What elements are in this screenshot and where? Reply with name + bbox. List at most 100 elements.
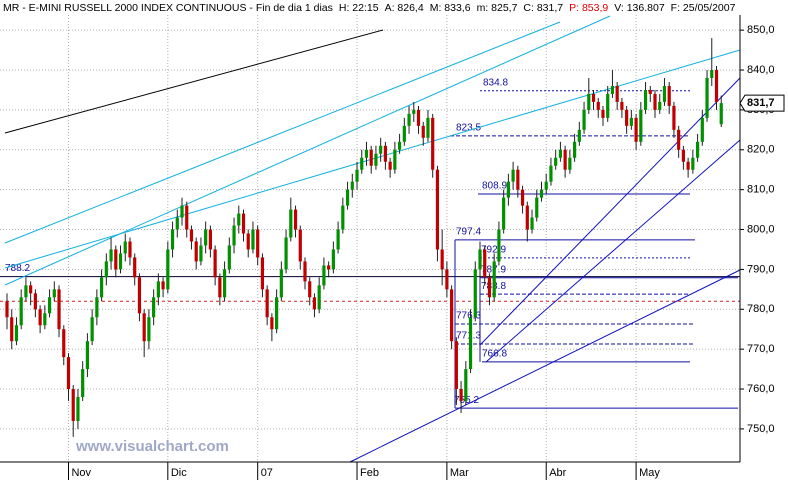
candle-body	[440, 249, 444, 270]
y-tick-label: 810,0	[747, 184, 775, 196]
candle-body	[312, 297, 317, 310]
candle-body	[700, 117, 704, 142]
candle-body	[601, 109, 605, 118]
x-tick-label: Nov	[71, 467, 91, 479]
candle-body	[450, 289, 454, 342]
candle-body	[289, 209, 293, 238]
candle-body	[421, 125, 425, 138]
candle-body	[71, 389, 75, 421]
candle-body	[81, 369, 85, 398]
trend-lines	[4, 15, 741, 463]
candle-body	[435, 169, 440, 250]
level-label: 823.5	[456, 122, 481, 133]
x-tick-label: 07	[261, 467, 273, 479]
candle-body	[549, 165, 553, 182]
candle-body	[360, 157, 364, 170]
y-tick-label: 770,0	[747, 343, 775, 355]
candle-body	[539, 189, 544, 198]
candle-body	[133, 257, 137, 278]
candle-body	[213, 249, 217, 278]
candle-body	[170, 229, 175, 250]
candle-body	[114, 249, 118, 270]
candle-body	[180, 205, 184, 218]
candle-body	[227, 245, 231, 270]
candle-body	[705, 78, 709, 118]
candle-body	[591, 93, 596, 102]
candle-body	[47, 297, 52, 314]
candle-body	[246, 233, 250, 250]
candle-body	[487, 277, 492, 298]
candle-body	[275, 297, 279, 330]
candle-body	[29, 285, 33, 294]
x-tick-label: Abr	[549, 467, 566, 479]
y-tick-label: 790,0	[747, 263, 775, 275]
candle-body	[478, 249, 482, 270]
candle-body	[686, 161, 690, 170]
candle-body	[554, 157, 558, 166]
trend-line	[479, 77, 741, 346]
candle-body	[714, 70, 719, 102]
candle-body	[364, 149, 369, 158]
candle-body	[383, 145, 387, 162]
candle-body	[123, 241, 127, 254]
candle-body	[118, 253, 123, 270]
trend-line	[4, 29, 384, 134]
candle-body	[658, 101, 662, 110]
candle-body	[506, 181, 510, 198]
candle-body	[681, 149, 685, 162]
candle-body	[232, 225, 236, 246]
candle-body	[544, 181, 548, 190]
candle-body	[454, 341, 458, 390]
candle-body	[393, 149, 397, 170]
grid	[0, 15, 740, 462]
candle-body	[199, 245, 203, 262]
candle-body	[511, 169, 515, 182]
candle-body	[308, 281, 312, 298]
candle-body	[298, 229, 302, 262]
candle-body	[473, 269, 477, 318]
candle-body	[142, 313, 146, 342]
candle-body	[265, 289, 269, 318]
candle-body	[653, 93, 657, 110]
header-field: A: 826,4	[385, 2, 424, 14]
y-tick-label: 840,0	[747, 64, 775, 76]
candle-body	[492, 261, 496, 298]
candle-body	[33, 293, 37, 310]
candle-body	[322, 265, 326, 286]
candle-body	[388, 161, 392, 170]
candle-body	[147, 317, 151, 342]
candle-body	[525, 205, 529, 230]
candle-body	[374, 153, 378, 166]
candle-body	[260, 257, 265, 290]
candle-body	[412, 109, 416, 114]
header-field: C: 831,7	[523, 2, 563, 14]
header-field: H: 22:15	[339, 2, 379, 14]
candle-body	[691, 157, 695, 170]
candle-body	[615, 85, 619, 102]
candle-body	[582, 109, 586, 130]
candle-body	[256, 229, 260, 258]
last-price-box	[739, 94, 785, 112]
candle-body	[573, 141, 577, 158]
candle-body	[303, 261, 307, 282]
candle-body	[189, 229, 194, 242]
candle-body	[568, 157, 572, 170]
candle-body	[355, 169, 359, 182]
candle-body	[662, 85, 667, 102]
y-tick-label: 750,0	[747, 423, 775, 435]
candle-body	[156, 281, 160, 298]
candle-body	[194, 241, 198, 262]
candle-body	[459, 389, 463, 401]
candle-body	[57, 289, 61, 330]
candle-body	[397, 141, 402, 150]
header-field: P: 853,9	[569, 2, 608, 14]
candle-body	[251, 229, 255, 250]
candle-body	[152, 297, 156, 318]
candle-body	[85, 341, 90, 370]
header-field: M: 833,6	[430, 2, 471, 14]
trend-line	[4, 15, 611, 286]
candle-body	[610, 85, 615, 94]
candle-body	[137, 277, 142, 314]
candle-body	[606, 93, 610, 118]
